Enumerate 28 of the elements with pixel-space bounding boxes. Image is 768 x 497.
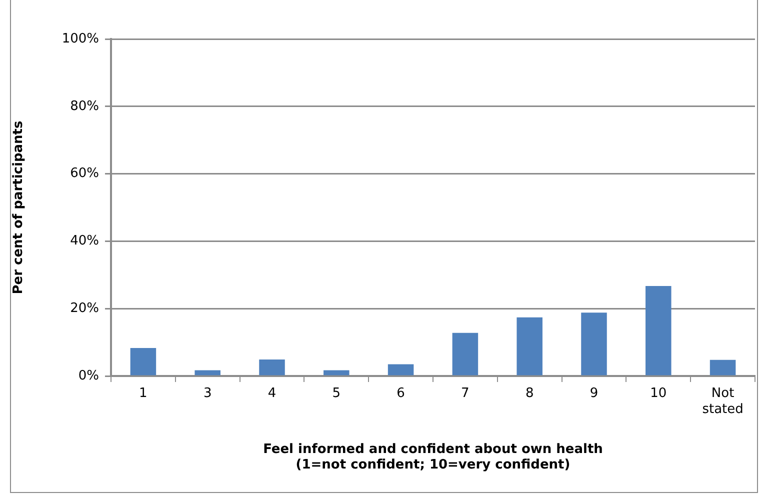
bar [259, 359, 285, 376]
bar [710, 360, 736, 376]
x-tick-label: 5 [332, 386, 341, 402]
y-tick-label: 80% [70, 98, 99, 114]
y-tick-label: 20% [70, 300, 99, 316]
x-tick-label: 7 [461, 386, 470, 402]
x-tick-label: 4 [268, 386, 276, 402]
bar [452, 332, 478, 376]
x-axis-title: Feel informed and confident about own health (1=not confident; 10=very confident) [263, 442, 603, 473]
y-tick-label: 40% [70, 234, 99, 249]
x-tick-label: 3 [203, 386, 212, 402]
bar [194, 370, 220, 376]
bar [516, 317, 542, 376]
y-tick-label: 0% [78, 368, 99, 384]
bar [324, 370, 350, 376]
y-axis-title: Per cent of participants [11, 120, 26, 294]
bar [581, 312, 607, 376]
x-tick-label: 10 [650, 386, 667, 402]
bar [646, 286, 672, 376]
y-tick-label: 100% [62, 31, 99, 46]
bar [130, 348, 156, 376]
x-tick-label: Not stated [702, 386, 744, 417]
y-tick-label: 60% [70, 166, 99, 182]
x-tick-label: 8 [525, 386, 534, 402]
x-tick-label: 1 [139, 386, 148, 402]
bar [388, 364, 414, 376]
x-tick-label: 6 [396, 386, 405, 402]
x-tick-label: 9 [590, 386, 598, 402]
